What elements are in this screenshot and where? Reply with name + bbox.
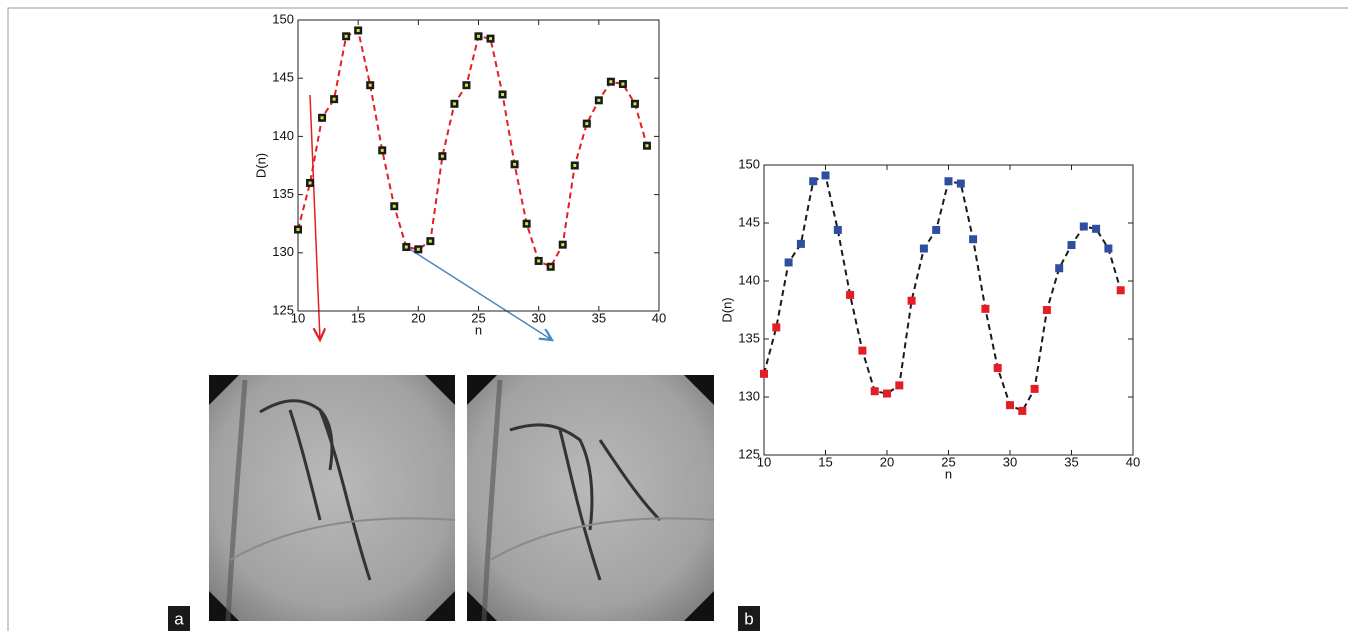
y-tick-label: 150 <box>738 156 760 171</box>
marker <box>945 177 953 185</box>
series-line <box>764 175 1121 410</box>
marker <box>772 323 780 331</box>
marker-dot <box>357 29 360 32</box>
marker <box>994 364 1002 372</box>
marker <box>858 347 866 355</box>
marker <box>809 177 817 185</box>
x-tick-label: 40 <box>1126 454 1140 469</box>
marker-dot <box>573 164 576 167</box>
marker <box>1117 286 1125 294</box>
marker-dot <box>381 149 384 152</box>
plot-area <box>764 165 1133 455</box>
marker <box>1006 401 1014 409</box>
angiogram-left <box>209 375 455 621</box>
marker <box>981 305 989 313</box>
series-line <box>298 30 647 266</box>
marker <box>1031 385 1039 393</box>
y-tick-label: 135 <box>738 330 760 345</box>
marker-dot <box>621 83 624 86</box>
marker-dot <box>453 102 456 105</box>
marker-dot <box>369 84 372 87</box>
x-tick-label: 30 <box>531 310 545 325</box>
marker <box>1055 264 1063 272</box>
marker <box>895 381 903 389</box>
marker <box>1068 241 1076 249</box>
marker-dot <box>465 84 468 87</box>
plot-area <box>298 20 659 311</box>
marker-dot <box>609 80 612 83</box>
marker-dot <box>393 205 396 208</box>
marker <box>760 370 768 378</box>
angiogram-right <box>467 375 714 621</box>
marker <box>1080 222 1088 230</box>
marker-dot <box>537 259 540 262</box>
marker <box>1092 225 1100 233</box>
marker <box>1043 306 1051 314</box>
x-axis-label: n <box>475 322 482 337</box>
marker-dot <box>561 243 564 246</box>
x-tick-label: 15 <box>818 454 832 469</box>
marker-dot <box>309 181 312 184</box>
marker <box>969 235 977 243</box>
marker-dot <box>585 122 588 125</box>
y-tick-label: 125 <box>272 302 294 317</box>
panel-label: a <box>174 609 184 628</box>
marker-dot <box>477 35 480 38</box>
x-tick-label: 35 <box>1064 454 1078 469</box>
marker <box>834 226 842 234</box>
marker-dot <box>633 102 636 105</box>
marker <box>871 387 879 395</box>
x-tick-label: 20 <box>880 454 894 469</box>
marker-dot <box>645 144 648 147</box>
marker-dot <box>597 99 600 102</box>
marker <box>1018 407 1026 415</box>
marker-dot <box>549 265 552 268</box>
marker-dot <box>333 98 336 101</box>
y-tick-label: 145 <box>738 214 760 229</box>
x-tick-label: 20 <box>411 310 425 325</box>
y-tick-label: 150 <box>272 11 294 26</box>
panel-label: b <box>744 609 753 628</box>
figure: 10152025303540125130135140145150nD(n)a10… <box>0 0 1348 631</box>
marker-dot <box>297 228 300 231</box>
marker-dot <box>417 248 420 251</box>
marker <box>822 171 830 179</box>
y-tick-label: 140 <box>738 272 760 287</box>
marker-dot <box>489 37 492 40</box>
marker-dot <box>441 155 444 158</box>
y-tick-label: 130 <box>738 388 760 403</box>
marker-dot <box>525 222 528 225</box>
marker <box>846 291 854 299</box>
y-tick-label: 130 <box>272 244 294 259</box>
x-tick-label: 15 <box>351 310 365 325</box>
x-tick-label: 40 <box>652 310 666 325</box>
marker-dot <box>321 116 324 119</box>
marker <box>883 390 891 398</box>
marker-dot <box>345 35 348 38</box>
x-axis-label: n <box>945 466 952 481</box>
arrow-red <box>310 95 320 340</box>
marker <box>908 297 916 305</box>
marker-dot <box>429 240 432 243</box>
marker <box>785 258 793 266</box>
marker <box>957 180 965 188</box>
y-axis-label: D(n) <box>719 297 734 322</box>
x-tick-label: 35 <box>592 310 606 325</box>
y-tick-label: 125 <box>738 446 760 461</box>
y-tick-label: 140 <box>272 128 294 143</box>
y-tick-label: 145 <box>272 70 294 85</box>
y-axis-label: D(n) <box>253 153 268 178</box>
marker <box>920 245 928 253</box>
marker-dot <box>513 163 516 166</box>
marker <box>797 240 805 248</box>
marker <box>1104 245 1112 253</box>
marker-dot <box>405 245 408 248</box>
x-tick-label: 30 <box>1003 454 1017 469</box>
marker-dot <box>501 93 504 96</box>
marker <box>932 226 940 234</box>
y-tick-label: 135 <box>272 186 294 201</box>
